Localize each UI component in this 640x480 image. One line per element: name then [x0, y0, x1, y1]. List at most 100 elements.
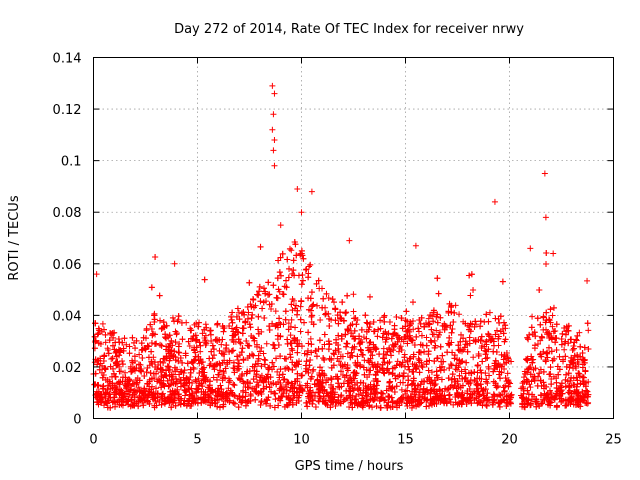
roti-point	[235, 309, 242, 316]
roti-point	[308, 289, 315, 296]
roti-point	[369, 352, 376, 359]
roti-point	[270, 363, 277, 370]
roti-point	[244, 378, 251, 385]
roti-point	[521, 403, 528, 410]
roti-point	[137, 396, 144, 403]
roti-point	[579, 349, 586, 356]
roti-point	[470, 354, 477, 361]
roti-point	[483, 311, 490, 318]
roti-point	[106, 337, 113, 344]
roti-point	[448, 329, 455, 336]
roti-point	[273, 381, 280, 388]
roti-point	[344, 292, 351, 299]
roti-point	[240, 325, 247, 332]
roti-point	[200, 377, 207, 384]
roti-point	[562, 383, 569, 390]
roti-point	[172, 357, 179, 364]
roti-point	[216, 367, 223, 374]
roti-point	[231, 369, 238, 376]
roti-point	[109, 342, 116, 349]
roti-point	[183, 375, 190, 382]
roti-point	[232, 331, 239, 338]
roti-point	[140, 402, 147, 409]
roti-point	[263, 400, 270, 407]
roti-point	[419, 393, 426, 400]
roti-point	[213, 376, 220, 383]
roti-point	[270, 282, 277, 289]
roti-point	[354, 353, 361, 360]
roti-point	[154, 378, 161, 385]
roti-point	[450, 318, 457, 325]
roti-point	[552, 392, 559, 399]
roti-point	[380, 330, 387, 337]
roti-point	[370, 328, 377, 335]
roti-point	[309, 397, 316, 404]
roti-point	[239, 393, 246, 400]
roti-point	[492, 331, 499, 338]
roti-point	[124, 398, 131, 405]
roti-point	[288, 301, 295, 308]
roti-point	[551, 396, 558, 403]
roti-point	[255, 326, 262, 333]
roti-point	[180, 381, 187, 388]
roti-point	[287, 386, 294, 393]
roti-point	[131, 353, 138, 360]
roti-point	[463, 359, 470, 366]
roti-point	[322, 397, 329, 404]
roti-point	[524, 334, 531, 341]
roti-point	[186, 391, 193, 398]
roti-point	[277, 380, 284, 387]
roti-point	[308, 341, 315, 348]
roti-point	[583, 387, 590, 394]
roti-point	[523, 379, 530, 386]
roti-point	[448, 376, 455, 383]
roti-point	[422, 395, 429, 402]
roti-point	[250, 295, 257, 302]
roti-point	[149, 332, 156, 339]
roti-point	[425, 367, 432, 374]
roti-point	[293, 389, 300, 396]
roti-point	[122, 382, 129, 389]
roti-point	[313, 353, 320, 360]
roti-point	[290, 267, 297, 274]
roti-point	[536, 403, 543, 410]
roti-point	[247, 324, 254, 331]
roti-point	[410, 353, 417, 360]
roti-point	[454, 366, 461, 373]
roti-point	[137, 367, 144, 374]
roti-point	[339, 362, 346, 369]
roti-point	[553, 321, 560, 328]
roti-point	[361, 371, 368, 378]
roti-point	[235, 365, 242, 372]
roti-point	[276, 374, 283, 381]
roti-point	[100, 385, 107, 392]
roti-point	[249, 311, 256, 318]
roti-point	[168, 404, 175, 411]
roti-point	[216, 404, 223, 411]
roti-point	[386, 318, 393, 325]
roti-point	[287, 354, 294, 361]
roti-point	[194, 386, 201, 393]
roti-point	[346, 392, 353, 399]
roti-point	[164, 377, 171, 384]
roti-point	[261, 361, 268, 368]
roti-point	[423, 403, 430, 410]
roti-point	[366, 402, 373, 409]
roti-point	[357, 339, 364, 346]
roti-point	[529, 391, 536, 398]
roti-point	[201, 326, 208, 333]
roti-point	[298, 281, 305, 288]
roti-point	[489, 335, 496, 342]
roti-point	[413, 403, 420, 410]
roti-point	[389, 398, 396, 405]
roti-point	[483, 338, 490, 345]
roti-point	[409, 396, 416, 403]
roti-point	[399, 397, 406, 404]
roti-point	[337, 353, 344, 360]
roti-point	[391, 322, 398, 329]
roti-point	[328, 356, 335, 363]
roti-point	[272, 308, 279, 315]
roti-point	[165, 333, 172, 340]
roti-point	[566, 387, 573, 394]
roti-point	[239, 371, 246, 378]
